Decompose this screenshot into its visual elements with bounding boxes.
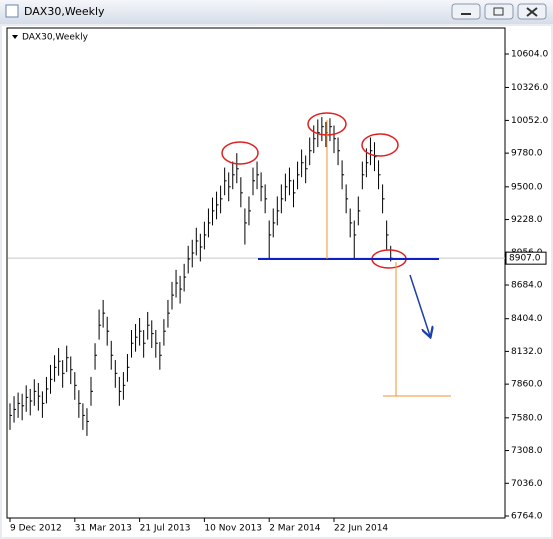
shoulder-marker bbox=[361, 133, 399, 157]
price-label-box bbox=[505, 251, 547, 265]
close-glyph bbox=[526, 7, 538, 17]
x-tick-label: 9 Dec 2012 bbox=[10, 524, 62, 534]
y-tick-label: 9500.0 bbox=[511, 182, 543, 192]
y-tick-label: 7860.0 bbox=[511, 380, 543, 390]
x-tick-label: 22 Jun 2014 bbox=[334, 524, 388, 534]
x-tick-label: 10 Nov 2013 bbox=[204, 524, 262, 534]
restore-glyph bbox=[493, 7, 504, 16]
y-tick-label: 9228.0 bbox=[511, 215, 543, 225]
plot-frame bbox=[6, 27, 506, 519]
y-tick-label: 10326.0 bbox=[511, 83, 548, 93]
y-tick-label: 8404.0 bbox=[511, 314, 543, 324]
price-label: 8907.0 bbox=[509, 254, 541, 264]
x-tick-label: 21 Jul 2013 bbox=[140, 524, 191, 534]
y-tick-label: 10604.0 bbox=[511, 50, 548, 60]
shoulder-marker bbox=[221, 141, 259, 165]
y-tick-label: 8132.0 bbox=[511, 347, 543, 357]
y-tick-label: 7580.0 bbox=[511, 413, 543, 423]
window-icon bbox=[5, 4, 19, 18]
menu-triangle bbox=[12, 35, 18, 39]
x-tick-label: 31 Mar 2013 bbox=[75, 524, 132, 534]
y-tick-label: 7036.0 bbox=[511, 479, 543, 489]
chart-title: DAX30,Weekly bbox=[22, 33, 89, 43]
direction-arrow bbox=[409, 274, 430, 336]
window-title: DAX30,Weekly bbox=[24, 5, 105, 18]
y-tick-label: 8684.0 bbox=[511, 281, 543, 291]
y-tick-label: 6764.0 bbox=[511, 512, 543, 522]
y-tick-label: 7308.0 bbox=[511, 446, 543, 456]
restore-button[interactable] bbox=[484, 3, 514, 20]
x-tick-label: 2 Mar 2014 bbox=[269, 524, 321, 534]
y-tick-label: 10052.0 bbox=[511, 116, 548, 126]
y-tick-label: 9780.0 bbox=[511, 149, 543, 159]
minimize-button[interactable] bbox=[451, 3, 481, 20]
